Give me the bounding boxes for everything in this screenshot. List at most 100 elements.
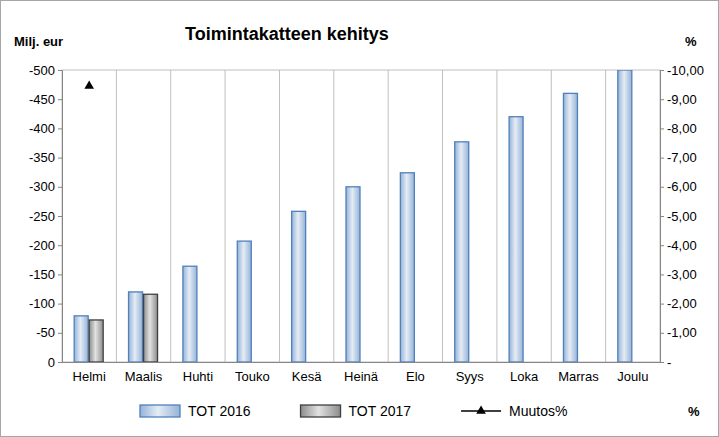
grid (116, 70, 605, 362)
y2-tick-mark (660, 70, 664, 71)
bar (292, 211, 306, 362)
y2-tick-mark (660, 362, 664, 363)
legend-swatch (140, 405, 180, 417)
x-tick-label: Marras (558, 369, 599, 384)
y2-tick-mark (660, 216, 664, 217)
y2-tick-label: -5,00 (667, 209, 697, 224)
x-tick-label: Helmi (73, 369, 106, 384)
y2-tick-label: -8,00 (667, 121, 697, 136)
y2-tick-label: -3,00 (667, 267, 697, 282)
grid-line (496, 70, 497, 362)
y2-tick-mark (660, 333, 664, 334)
x-axis: Helmi Maalis Huhti Touko Kesä Heinä Elo Syys Lok… (63, 362, 661, 384)
bar (89, 320, 103, 362)
y2-tick-label: -7,00 (667, 150, 697, 165)
x-tick-label: Syys (456, 369, 485, 384)
x-tick: Syys (456, 362, 485, 384)
y-tick-label: -400 (29, 121, 55, 136)
bar (74, 316, 88, 362)
x-tick: Huhti (183, 362, 213, 384)
x-tick-label: Touko (235, 369, 270, 384)
y-tick: -200 (29, 238, 62, 253)
bar (509, 117, 523, 362)
y-tick-mark (58, 333, 62, 334)
legend-label: TOT 2017 (349, 403, 412, 419)
bar (618, 70, 632, 362)
y-tick-label: -500 (29, 63, 55, 78)
grid-line (170, 70, 171, 362)
y-tick: -150 (29, 267, 62, 282)
x-tick: Elo (406, 362, 425, 384)
y-tick-mark (58, 245, 62, 246)
x-axis-line (63, 362, 661, 363)
y-tick: -250 (29, 209, 62, 224)
grid-line (442, 70, 443, 362)
y2-tick: -2,00 (660, 296, 697, 311)
x-tick: Touko (235, 362, 270, 384)
grid-line (551, 70, 552, 362)
x-tick: Maalis (125, 362, 163, 384)
y2-tick: -1,00 (660, 325, 697, 340)
y2-tick-mark (660, 158, 664, 159)
y2-tick-mark (660, 187, 664, 188)
bar (237, 241, 251, 362)
y2-axis-title: % (685, 34, 697, 49)
legend-item: Muutos% (461, 403, 567, 419)
legend: TOT 2016 TOT 2017 Muutos% (140, 403, 567, 419)
y2-tick: -7,00 (660, 150, 697, 165)
y-tick-label: -100 (29, 296, 55, 311)
chart-border (1, 1, 719, 437)
y-tick: -300 (29, 179, 62, 194)
grid-line (388, 70, 389, 362)
y-tick-mark (58, 362, 62, 363)
bar (563, 93, 577, 362)
bar (144, 294, 158, 362)
y-tick-label: -350 (29, 150, 55, 165)
y-tick: -350 (29, 150, 62, 165)
y-tick: -50 (36, 325, 62, 340)
legend-label: TOT 2016 (188, 403, 251, 419)
y2-tick-mark (660, 245, 664, 246)
bar (129, 292, 143, 362)
y-tick-label: -200 (29, 238, 55, 253)
y-tick-mark (58, 304, 62, 305)
x-tick: Kesä (292, 362, 322, 384)
y2-tick: -8,00 (660, 121, 697, 136)
x-tick-label: Elo (406, 369, 425, 384)
legend-swatch (301, 405, 341, 417)
x-tick-label: Heinä (344, 369, 379, 384)
grid-line (333, 70, 334, 362)
line-marker (84, 81, 94, 89)
y-axis: 0 -50 -100 -150 -200 -250 -300 -350 -400 -450 -500 (29, 63, 63, 370)
y-tick: -450 (29, 92, 62, 107)
y-tick-mark (58, 216, 62, 217)
x-tick-label: Huhti (183, 369, 213, 384)
chart: Toimintakatteen kehitysMilj. eur%%0-50-1… (0, 0, 719, 437)
y2-axis: - -1,00 -2,00 -3,00 -4,00 -5,00 -6,00 -7,00 -8,0… (660, 63, 704, 370)
x-tick: Heinä (344, 362, 379, 384)
y2-tick-label: -4,00 (667, 238, 697, 253)
y2-tick-label: -9,00 (667, 92, 697, 107)
y2-axis-line (661, 71, 665, 363)
y2-tick-mark (660, 274, 664, 275)
bar (400, 173, 414, 362)
y-tick-mark (58, 128, 62, 129)
y-tick-mark (58, 99, 62, 100)
y-tick-label: -250 (29, 209, 55, 224)
y-tick-mark (58, 187, 62, 188)
x-tick-label: Loka (510, 369, 539, 384)
y2-tick-mark (660, 99, 664, 100)
y2-tick: -10,00 (660, 63, 704, 78)
annotation: % (688, 404, 700, 419)
y-tick-label: -50 (36, 325, 55, 340)
y-tick-mark (58, 70, 62, 71)
y2-tick-label: -6,00 (667, 179, 697, 194)
x-tick: Joulu (617, 362, 648, 384)
y-tick: -400 (29, 121, 62, 136)
y-tick: -100 (29, 296, 62, 311)
x-tick-label: Joulu (617, 369, 648, 384)
y2-tick: -3,00 (660, 267, 697, 282)
y2-tick-label: -1,00 (667, 325, 697, 340)
y-tick: 0 (48, 355, 62, 370)
y2-tick: - (660, 355, 671, 370)
